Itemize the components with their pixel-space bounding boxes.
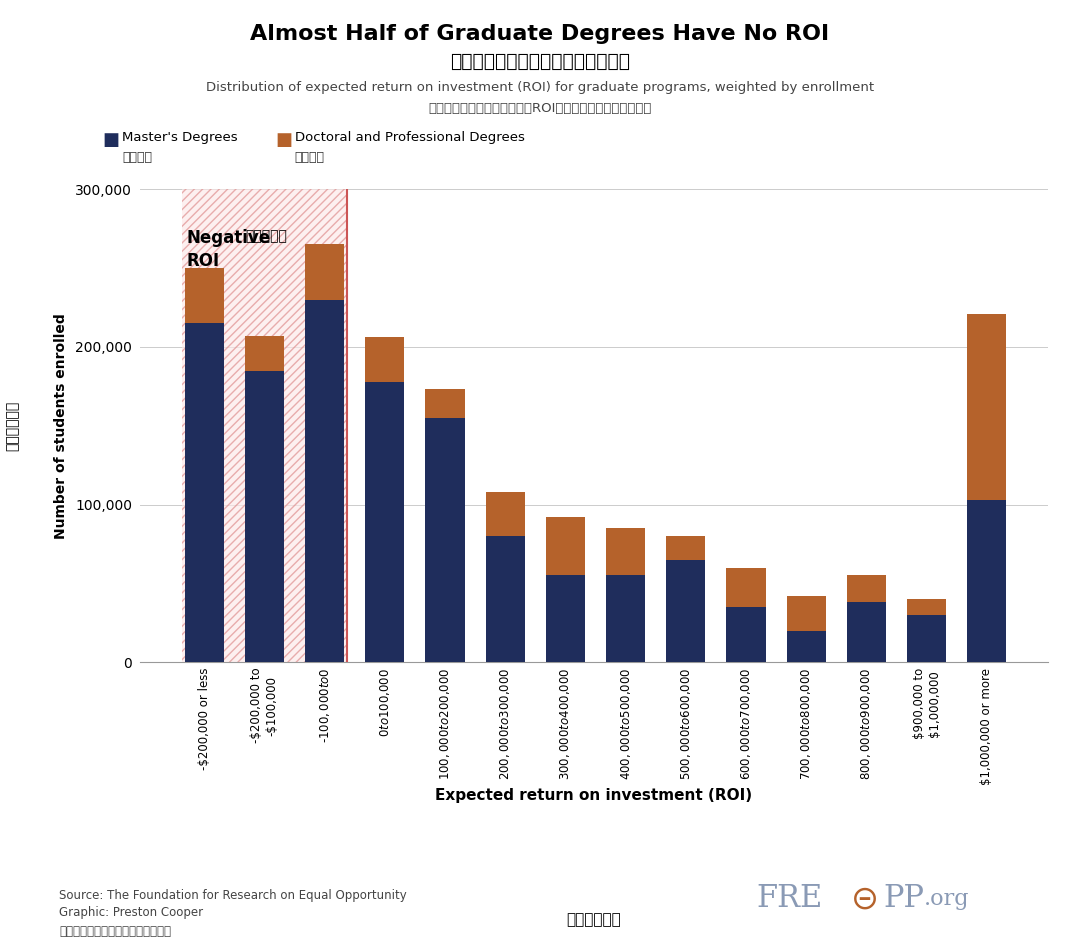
Text: Master's Degrees: Master's Degrees bbox=[122, 131, 238, 144]
Bar bbox=[426, 390, 464, 418]
Bar bbox=[606, 575, 645, 662]
Y-axis label: Number of students enrolled: Number of students enrolled bbox=[54, 313, 68, 538]
Bar bbox=[181, 189, 347, 662]
Text: 预期投资回报: 预期投资回报 bbox=[567, 912, 621, 927]
Bar bbox=[606, 528, 645, 575]
Bar bbox=[426, 418, 464, 662]
Bar bbox=[486, 492, 525, 536]
Bar bbox=[486, 536, 525, 662]
Bar bbox=[907, 599, 946, 615]
Text: Negative
ROI: Negative ROI bbox=[187, 229, 271, 270]
Bar bbox=[545, 517, 585, 575]
Bar bbox=[907, 615, 946, 662]
Bar bbox=[847, 575, 886, 603]
Bar bbox=[185, 324, 224, 662]
Text: ■: ■ bbox=[103, 131, 120, 149]
Bar bbox=[185, 268, 224, 324]
Bar bbox=[245, 336, 284, 371]
Bar bbox=[545, 575, 585, 662]
Bar bbox=[727, 568, 766, 607]
Text: 研究生课程的预期投资回报（ROI）分布（按入学人数加权）: 研究生课程的预期投资回报（ROI）分布（按入学人数加权） bbox=[429, 102, 651, 115]
Text: 负投资回报: 负投资回报 bbox=[245, 229, 286, 243]
Bar bbox=[847, 603, 886, 662]
Text: 就读学生人数: 就读学生人数 bbox=[6, 400, 19, 451]
Bar bbox=[245, 371, 284, 662]
Text: Distribution of expected return on investment (ROI) for graduate programs, weigh: Distribution of expected return on inves… bbox=[206, 81, 874, 95]
Bar bbox=[365, 381, 404, 662]
Text: PP: PP bbox=[883, 884, 924, 914]
Text: Doctoral and Professional Degrees: Doctoral and Professional Degrees bbox=[295, 131, 525, 144]
Bar bbox=[305, 300, 345, 662]
Text: ■: ■ bbox=[275, 131, 293, 149]
X-axis label: Expected return on investment (ROI): Expected return on investment (ROI) bbox=[435, 787, 753, 802]
Text: 硕士学位: 硕士学位 bbox=[122, 151, 152, 165]
Text: .org: .org bbox=[923, 887, 969, 910]
Bar bbox=[968, 314, 1007, 499]
Text: 博士学位: 博士学位 bbox=[295, 151, 325, 165]
Bar bbox=[786, 631, 826, 662]
Text: Source: The Foundation for Research on Equal Opportunity: Source: The Foundation for Research on E… bbox=[59, 889, 407, 902]
Bar bbox=[305, 244, 345, 300]
Text: 资料来源：美国平等机会研究基金会: 资料来源：美国平等机会研究基金会 bbox=[59, 925, 172, 938]
Bar bbox=[365, 338, 404, 381]
Bar bbox=[666, 536, 705, 560]
Text: ⊝: ⊝ bbox=[851, 883, 879, 915]
Text: FRE: FRE bbox=[756, 884, 822, 914]
Text: Almost Half of Graduate Degrees Have No ROI: Almost Half of Graduate Degrees Have No … bbox=[251, 24, 829, 44]
Text: Graphic: Preston Cooper: Graphic: Preston Cooper bbox=[59, 906, 203, 920]
Bar bbox=[968, 499, 1007, 662]
Bar bbox=[727, 607, 766, 662]
Text: 近一半的研究生学位没有投资回报率: 近一半的研究生学位没有投资回报率 bbox=[450, 52, 630, 71]
Bar bbox=[786, 596, 826, 631]
Bar bbox=[666, 560, 705, 662]
